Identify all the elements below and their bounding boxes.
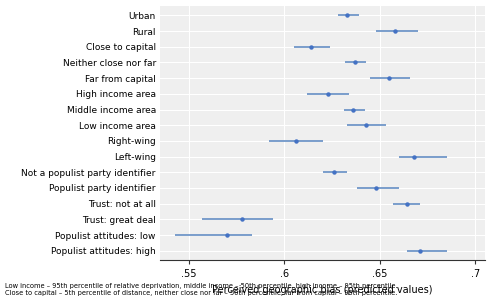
X-axis label: Perceived geographic bias (predicted values): Perceived geographic bias (predicted val… — [212, 285, 433, 295]
Text: Low income – 95th percentile of relative deprivation, middle income – 50th perce: Low income – 95th percentile of relative… — [5, 283, 398, 296]
